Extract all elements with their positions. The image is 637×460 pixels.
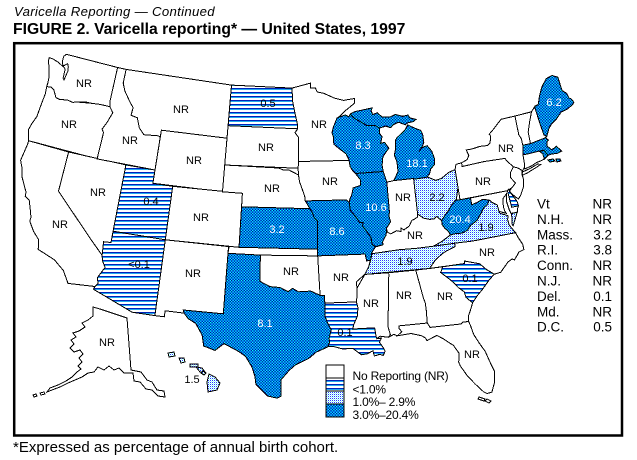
svg-text:NR: NR <box>464 349 480 361</box>
svg-text:Md.: Md. <box>537 304 560 319</box>
svg-text:NR: NR <box>186 155 202 167</box>
svg-text:3.8: 3.8 <box>593 243 612 258</box>
svg-text:Del.: Del. <box>537 289 561 304</box>
svg-text:NR: NR <box>395 192 411 204</box>
svg-text:NR: NR <box>363 298 379 310</box>
svg-text:1.0%– 2.9%: 1.0%– 2.9% <box>353 395 416 409</box>
svg-text:NR: NR <box>258 142 274 154</box>
svg-text:0.5: 0.5 <box>260 98 275 110</box>
svg-text:NR: NR <box>76 78 92 90</box>
svg-text:NR: NR <box>311 119 327 131</box>
svg-text:0.1: 0.1 <box>337 327 352 339</box>
svg-text:NR: NR <box>52 219 68 231</box>
svg-text:Vt: Vt <box>537 197 550 212</box>
svg-text:0.1: 0.1 <box>462 273 477 285</box>
svg-text:1.9: 1.9 <box>478 222 493 234</box>
svg-text:NR: NR <box>593 274 613 289</box>
svg-text:Mass.: Mass. <box>537 227 573 242</box>
svg-text:1.5: 1.5 <box>184 374 199 386</box>
svg-text:NR: NR <box>396 290 412 302</box>
svg-text:D.C.: D.C. <box>537 320 564 335</box>
svg-text:NR: NR <box>185 268 201 280</box>
svg-text:20.4: 20.4 <box>449 214 470 226</box>
svg-text:NR: NR <box>479 247 495 259</box>
svg-text:Conn.: Conn. <box>537 258 573 273</box>
svg-text:2.2: 2.2 <box>429 192 444 204</box>
svg-text:NR: NR <box>407 230 423 242</box>
svg-text:NR: NR <box>593 258 613 273</box>
svg-text:3.0%–20.4%: 3.0%–20.4% <box>353 408 420 422</box>
svg-text:<1.0%: <1.0% <box>353 383 387 397</box>
svg-text:NR: NR <box>593 197 613 212</box>
svg-text:0.1: 0.1 <box>593 289 612 304</box>
svg-text:NR: NR <box>122 135 138 147</box>
svg-text:8.3: 8.3 <box>355 140 370 152</box>
svg-text:NR: NR <box>593 212 613 227</box>
svg-text:NR: NR <box>437 291 453 303</box>
svg-text:18.1: 18.1 <box>406 158 427 170</box>
svg-text:NR: NR <box>264 183 280 195</box>
svg-text:0.4: 0.4 <box>143 196 158 208</box>
svg-text:3.2: 3.2 <box>269 224 284 236</box>
svg-text:NR: NR <box>173 104 189 116</box>
svg-text:NR: NR <box>322 176 338 188</box>
svg-text:NR: NR <box>593 304 613 319</box>
svg-text:8.1: 8.1 <box>257 318 272 330</box>
svg-text:NR: NR <box>283 266 299 278</box>
svg-text:NR: NR <box>61 119 77 131</box>
svg-text:NR: NR <box>475 176 491 188</box>
svg-text:R.I.: R.I. <box>537 243 558 258</box>
svg-text:No Reporting (NR): No Reporting (NR) <box>353 369 449 383</box>
svg-text:<0.1: <0.1 <box>128 259 150 271</box>
svg-text:NR: NR <box>333 272 349 284</box>
svg-text:3.2: 3.2 <box>593 227 612 242</box>
svg-text:0.5: 0.5 <box>593 320 612 335</box>
svg-text:NR: NR <box>193 212 209 224</box>
svg-text:10.6: 10.6 <box>365 202 386 214</box>
svg-text:1.9: 1.9 <box>397 256 412 268</box>
svg-text:NR: NR <box>498 143 514 155</box>
svg-text:6.2: 6.2 <box>546 97 561 109</box>
svg-text:NR: NR <box>99 337 115 349</box>
svg-text:N.J.: N.J. <box>537 274 561 289</box>
svg-text:NR: NR <box>90 187 106 199</box>
svg-text:N.H.: N.H. <box>537 212 564 227</box>
svg-text:8.6: 8.6 <box>329 226 344 238</box>
